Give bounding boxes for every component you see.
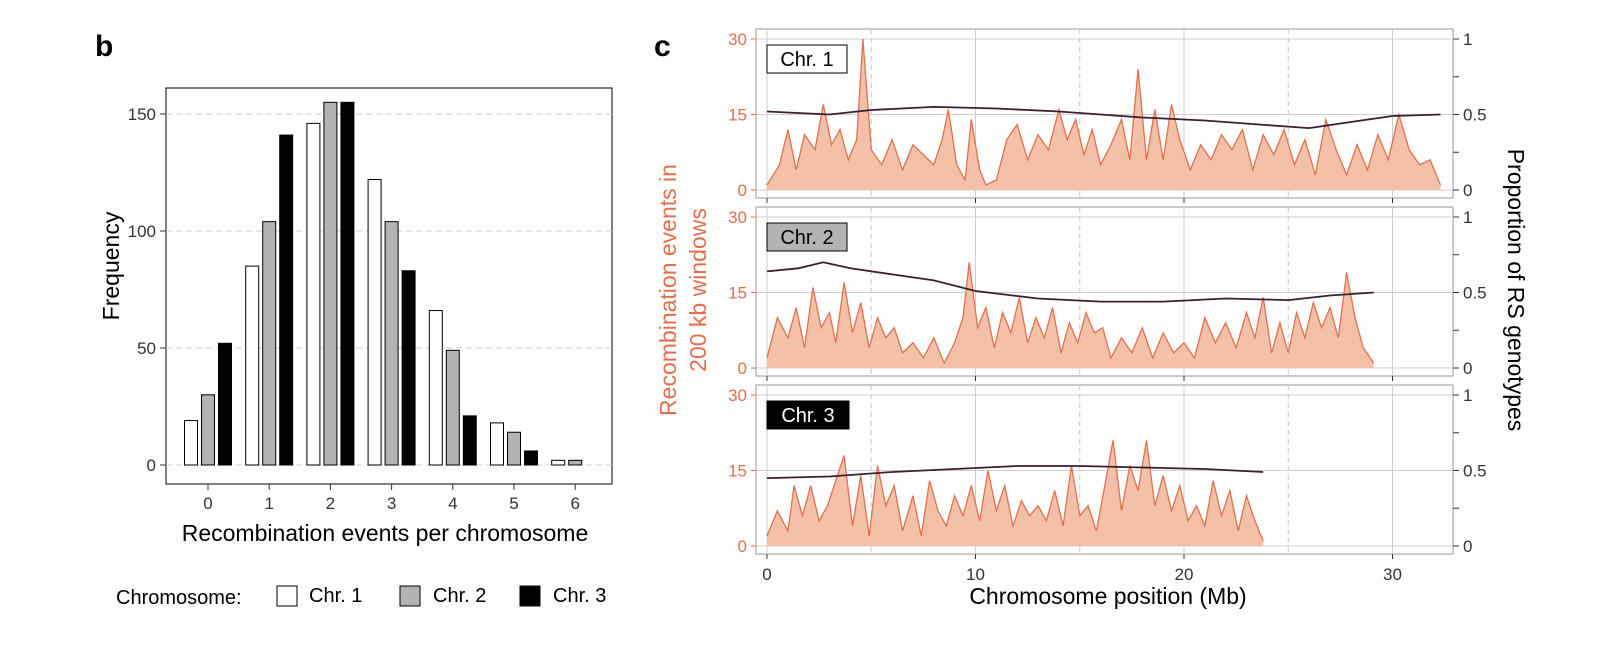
bar-chart-x-tick-label: 5 xyxy=(509,494,518,513)
left-tick-label: 15 xyxy=(728,462,747,481)
bar-chart-x-tick-label: 0 xyxy=(203,494,212,513)
bar-chr1 xyxy=(551,459,566,466)
bar-chr2 xyxy=(201,394,215,466)
area-chart-right-axis-title: Proportion of RS genotypes xyxy=(1503,149,1529,432)
bar-chr2 xyxy=(323,101,338,466)
bar-chart-bars xyxy=(184,101,583,466)
legend-label-chr3: Chr. 3 xyxy=(553,585,606,607)
area-chart-x-axis-title: Chromosome position (Mb) xyxy=(969,583,1246,609)
facet-1: 0 15 30 0 0.5 1 Chr. 1 xyxy=(728,28,1487,203)
legend-swatch-chr1 xyxy=(276,585,298,607)
bar-chart-plot-area: 0 50 100 150 0 1 2 3 4 5 6 xyxy=(128,87,613,513)
bar-chr1 xyxy=(367,179,382,466)
bar-chart-y-tick-label: 50 xyxy=(137,339,156,358)
bar-chart-y-ticks: 0 50 100 150 xyxy=(128,105,166,475)
panel-label-b: b xyxy=(95,30,113,63)
area-chart-left-axis-title-line2: 200 kb windows xyxy=(685,208,711,372)
bar-chart-y-tick-label: 150 xyxy=(128,105,156,124)
bar-chr2 xyxy=(568,459,583,466)
left-tick-label: 15 xyxy=(728,284,747,303)
bar-chr1 xyxy=(245,265,260,466)
bar-chr1 xyxy=(184,420,198,466)
right-tick-label: 1 xyxy=(1463,208,1472,227)
bar-chr3 xyxy=(340,101,355,466)
bar-chart-x-ticks: 0 1 2 3 4 5 6 xyxy=(203,484,580,513)
left-tick-label: 0 xyxy=(738,537,747,556)
area-chart-x-tick-label: 20 xyxy=(1175,565,1194,584)
legend-title: Chromosome: xyxy=(116,587,242,609)
left-tick-label: 30 xyxy=(728,208,747,227)
facet-label-box xyxy=(766,44,848,74)
area-chart-left-axis-title-line1: Recombination events in xyxy=(655,164,681,416)
area-chart-x-tick-label: 0 xyxy=(762,565,771,584)
bar-chr1 xyxy=(428,310,443,466)
bar-chart-legend: Chromosome: Chr. 1 Chr. 2 Chr. 3 xyxy=(116,585,606,609)
rs-proportion-line xyxy=(766,261,1374,303)
bar-chart-x-axis-title: Recombination events per chromosome xyxy=(182,520,589,546)
recombination-line xyxy=(766,440,1264,542)
recombination-line xyxy=(766,38,1442,186)
legend-label-chr2: Chr. 2 xyxy=(433,585,486,607)
recombination-area xyxy=(767,440,1264,546)
panel-label-c: c xyxy=(654,30,671,63)
left-tick-label: 30 xyxy=(728,386,747,405)
bar-chart-x-tick-label: 6 xyxy=(570,494,579,513)
bar-chr2 xyxy=(445,349,460,466)
right-tick-label: 0 xyxy=(1463,537,1472,556)
bar-chr3 xyxy=(279,134,294,466)
bar-chr3 xyxy=(524,450,538,466)
bar-chart-x-tick-label: 4 xyxy=(448,494,457,513)
right-tick-label: 0.5 xyxy=(1463,106,1487,125)
bar-chr2 xyxy=(507,431,521,466)
left-tick-label: 0 xyxy=(738,359,747,378)
bar-chr2 xyxy=(262,221,277,466)
bar-chr1 xyxy=(490,422,504,466)
rs-proportion-line xyxy=(766,105,1441,130)
bar-chart-y-tick-label: 100 xyxy=(128,222,156,241)
right-tick-label: 0.5 xyxy=(1463,284,1487,303)
bar-chart-x-tick-label: 2 xyxy=(326,494,335,513)
facet-label-text: Chr. 1 xyxy=(780,49,833,71)
bar-chr1 xyxy=(306,122,321,466)
recombination-area xyxy=(767,262,1374,368)
facet-3: 0 15 30 0 0.5 1 Chr. 3 xyxy=(728,384,1487,559)
right-tick-label: 1 xyxy=(1463,386,1472,405)
left-tick-label: 15 xyxy=(728,106,747,125)
facet-label-box xyxy=(766,400,850,430)
left-tick-label: 30 xyxy=(728,30,747,49)
right-tick-label: 0 xyxy=(1463,181,1472,200)
area-chart-facets: 0 15 30 0 0.5 1 Chr. 1 0 15 30 0 0.5 1 Chr. 2 0 15 30 0 0.… xyxy=(728,28,1487,559)
bar-chart-y-axis-title: Frequency xyxy=(98,211,124,320)
legend-swatch-chr2 xyxy=(399,585,421,607)
legend-swatch-chr3 xyxy=(519,585,541,607)
area-chart-x-tick-label: 30 xyxy=(1383,565,1402,584)
legend-label-chr1: Chr. 1 xyxy=(309,585,362,607)
facet-2: 0 15 30 0 0.5 1 Chr. 2 xyxy=(728,206,1487,381)
bar-chart-y-tick-label: 0 xyxy=(147,456,156,475)
facet-label-box xyxy=(766,222,848,252)
right-tick-label: 1 xyxy=(1463,30,1472,49)
facet-label-text: Chr. 2 xyxy=(780,227,833,249)
bar-chr2 xyxy=(384,221,399,466)
facet-label-text: Chr. 3 xyxy=(781,405,834,427)
rs-proportion-line xyxy=(766,465,1264,479)
bar-chr3 xyxy=(218,342,232,466)
bar-chr3 xyxy=(462,415,477,466)
area-chart-x-tick-label: 10 xyxy=(966,565,985,584)
recombination-line xyxy=(766,262,1375,365)
area-chart-x-ticks: 0 10 20 30 xyxy=(762,565,1402,584)
bar-chart-x-tick-label: 1 xyxy=(264,494,273,513)
right-tick-label: 0.5 xyxy=(1463,462,1487,481)
left-tick-label: 0 xyxy=(738,181,747,200)
bar-chr3 xyxy=(401,270,416,466)
right-tick-label: 0 xyxy=(1463,359,1472,378)
bar-chart-x-tick-label: 3 xyxy=(387,494,396,513)
